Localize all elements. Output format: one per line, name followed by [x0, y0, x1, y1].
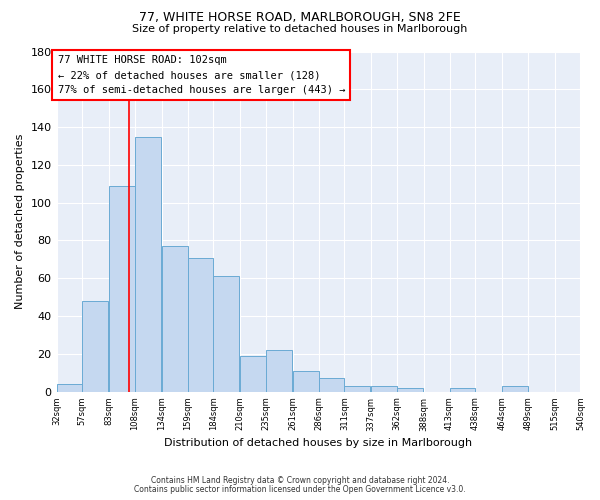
Bar	[502, 386, 528, 392]
Bar	[449, 388, 475, 392]
Bar	[214, 276, 239, 392]
Bar	[82, 301, 108, 392]
Bar	[371, 386, 397, 392]
Y-axis label: Number of detached properties: Number of detached properties	[15, 134, 25, 310]
Text: Size of property relative to detached houses in Marlborough: Size of property relative to detached ho…	[133, 24, 467, 34]
Bar	[240, 356, 266, 392]
Bar	[135, 136, 161, 392]
X-axis label: Distribution of detached houses by size in Marlborough: Distribution of detached houses by size …	[164, 438, 473, 448]
Text: 77 WHITE HORSE ROAD: 102sqm
← 22% of detached houses are smaller (128)
77% of se: 77 WHITE HORSE ROAD: 102sqm ← 22% of det…	[58, 56, 345, 95]
Bar	[109, 186, 135, 392]
Text: Contains HM Land Registry data © Crown copyright and database right 2024.: Contains HM Land Registry data © Crown c…	[151, 476, 449, 485]
Bar	[293, 371, 319, 392]
Bar	[319, 378, 344, 392]
Bar	[188, 258, 214, 392]
Bar	[162, 246, 188, 392]
Text: Contains public sector information licensed under the Open Government Licence v3: Contains public sector information licen…	[134, 485, 466, 494]
Bar	[266, 350, 292, 392]
Bar	[344, 386, 370, 392]
Bar	[56, 384, 82, 392]
Bar	[397, 388, 422, 392]
Text: 77, WHITE HORSE ROAD, MARLBOROUGH, SN8 2FE: 77, WHITE HORSE ROAD, MARLBOROUGH, SN8 2…	[139, 11, 461, 24]
